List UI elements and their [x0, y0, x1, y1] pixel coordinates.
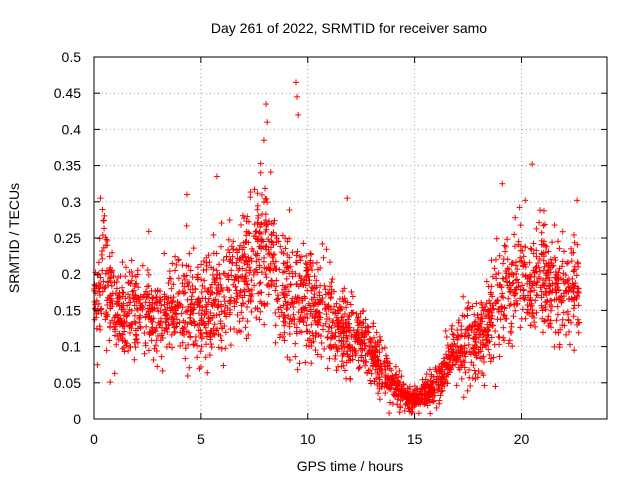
data-points: [91, 79, 583, 417]
chart-title: Day 261 of 2022, SRMTID for receiver sam…: [211, 20, 487, 36]
grid-lines: [94, 57, 607, 419]
